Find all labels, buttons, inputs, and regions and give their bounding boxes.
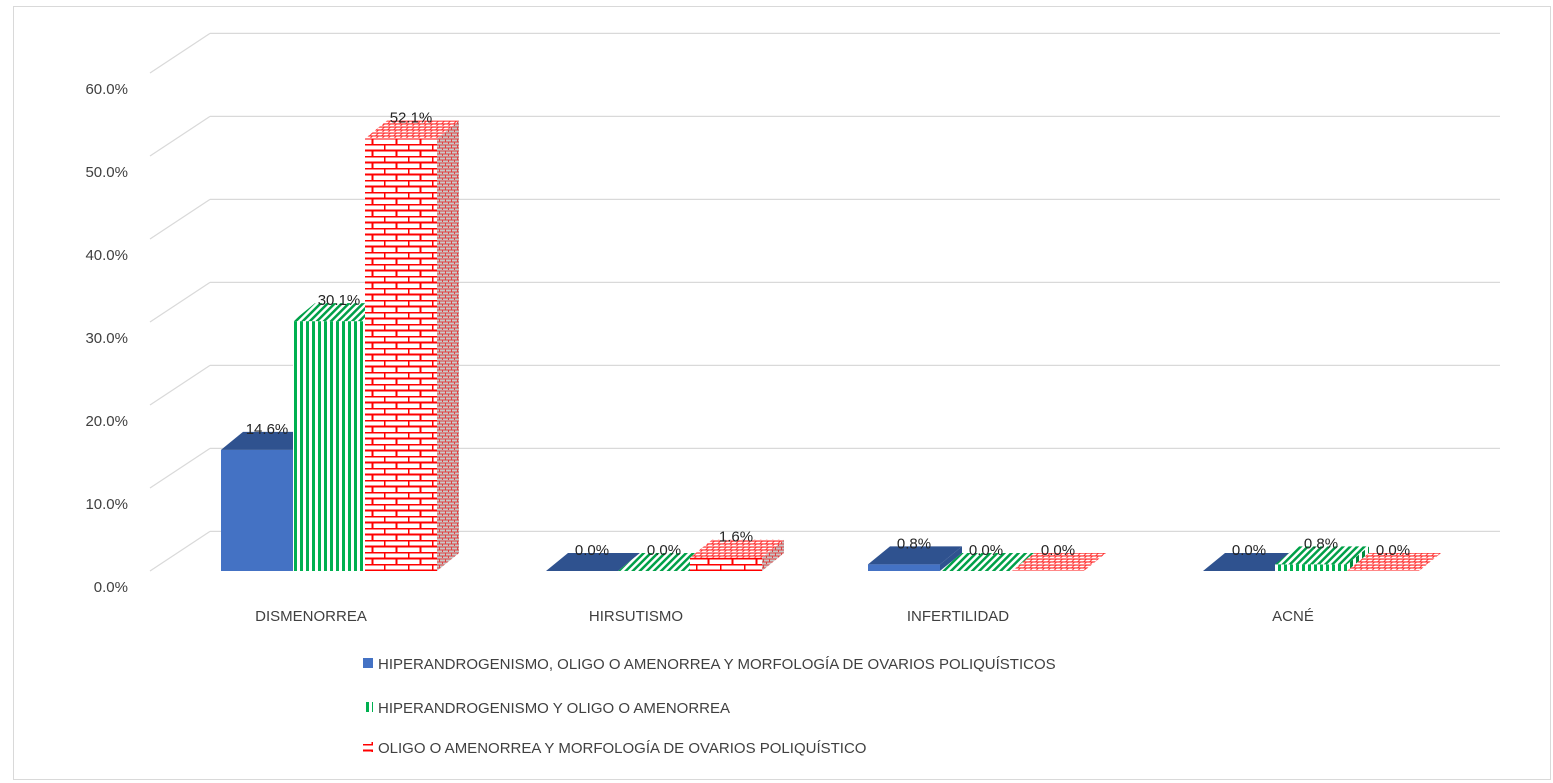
chart-frame bbox=[13, 6, 1551, 780]
bar-side bbox=[940, 546, 962, 571]
data-label: 0.0% bbox=[575, 542, 609, 559]
legend-item: HIPERANDROGENISMO Y OLIGO O AMENORREA bbox=[363, 700, 730, 717]
bars bbox=[221, 120, 1441, 571]
bar bbox=[868, 546, 962, 571]
bar-front bbox=[221, 449, 293, 571]
x-tick-label: HIRSUTISMO bbox=[589, 608, 683, 625]
bar-top bbox=[1012, 553, 1106, 571]
y-tick-label: 40.0% bbox=[85, 247, 128, 264]
data-label: 30.1% bbox=[318, 292, 361, 309]
legend-label: OLIGO O AMENORREA Y MORFOLOGÍA DE OVARIO… bbox=[378, 740, 866, 757]
legend-swatch bbox=[363, 658, 373, 668]
bar-top bbox=[1347, 553, 1441, 571]
legend-label: HIPERANDROGENISMO Y OLIGO O AMENORREA bbox=[378, 700, 730, 717]
bar-top bbox=[221, 431, 315, 450]
data-label: 0.8% bbox=[1304, 535, 1338, 552]
bar-front bbox=[1275, 564, 1347, 571]
bar-front bbox=[293, 321, 365, 571]
bar bbox=[1347, 553, 1441, 571]
bar-front bbox=[868, 564, 940, 571]
bar bbox=[365, 120, 459, 571]
gridline-diagonal bbox=[149, 281, 211, 323]
data-label: 0.8% bbox=[897, 535, 931, 552]
data-label: 0.0% bbox=[647, 542, 681, 559]
bar-top bbox=[940, 553, 1034, 571]
gridline-diagonal bbox=[149, 115, 211, 157]
bar-side bbox=[762, 539, 784, 571]
bar-top bbox=[293, 303, 387, 322]
bar bbox=[1203, 553, 1297, 571]
bar-top bbox=[690, 539, 784, 558]
gridline-diagonal bbox=[149, 530, 211, 572]
gridline-diagonal bbox=[149, 198, 211, 240]
y-axis: 0.0% 10.0% 20.0% 30.0% 40.0% 50.0% 60.0% bbox=[85, 81, 128, 596]
bar bbox=[221, 431, 315, 571]
data-label: 0.0% bbox=[1041, 542, 1075, 559]
gridline-diagonal bbox=[149, 447, 211, 489]
bar-side bbox=[437, 120, 459, 571]
x-tick-label: INFERTILIDAD bbox=[907, 608, 1009, 625]
data-labels: 14.6% 30.1% 52.1% 0.0% 0.0% 1.6% 0.8% 0.0% 0.0% 0… bbox=[246, 110, 1410, 559]
y-tick-label: 50.0% bbox=[85, 164, 128, 181]
bar bbox=[546, 553, 640, 571]
bar bbox=[940, 553, 1034, 571]
legend-swatch bbox=[363, 702, 373, 712]
y-tick-label: 30.0% bbox=[85, 330, 128, 347]
data-label: 14.6% bbox=[246, 421, 289, 438]
gridline-diagonal bbox=[149, 364, 211, 406]
data-label: 0.0% bbox=[1376, 542, 1410, 559]
x-tick-label: ACNÉ bbox=[1272, 608, 1314, 625]
bar-top bbox=[1275, 546, 1369, 565]
legend-item: HIPERANDROGENISMO, OLIGO O AMENORREA Y M… bbox=[363, 656, 1056, 673]
bar bbox=[690, 539, 784, 571]
y-tick-label: 60.0% bbox=[85, 81, 128, 98]
legend: HIPERANDROGENISMO, OLIGO O AMENORREA Y M… bbox=[363, 656, 1056, 757]
bar-top bbox=[1203, 553, 1297, 571]
legend-item: OLIGO O AMENORREA Y MORFOLOGÍA DE OVARIO… bbox=[363, 740, 866, 757]
bar-side bbox=[1347, 546, 1369, 571]
bar-top bbox=[365, 120, 459, 139]
bar-top bbox=[618, 553, 712, 571]
bar-front bbox=[365, 138, 437, 571]
y-tick-label: 10.0% bbox=[85, 496, 128, 513]
bar bbox=[1012, 553, 1106, 571]
legend-label: HIPERANDROGENISMO, OLIGO O AMENORREA Y M… bbox=[378, 656, 1056, 673]
legend-swatch bbox=[363, 742, 373, 752]
data-label: 52.1% bbox=[390, 110, 433, 127]
data-label: 0.0% bbox=[969, 542, 1003, 559]
bar bbox=[1275, 546, 1369, 571]
x-axis: DISMENORREA HIRSUTISMO INFERTILIDAD ACNÉ bbox=[255, 608, 1314, 625]
bar-top bbox=[546, 553, 640, 571]
bar-top bbox=[868, 546, 962, 565]
bar bbox=[618, 553, 712, 571]
y-tick-label: 0.0% bbox=[94, 579, 128, 596]
x-tick-label: DISMENORREA bbox=[255, 608, 367, 625]
gridline-diagonal bbox=[149, 32, 211, 74]
bar-front bbox=[690, 557, 762, 571]
y-tick-label: 20.0% bbox=[85, 413, 128, 430]
data-label: 0.0% bbox=[1232, 542, 1266, 559]
data-label: 1.6% bbox=[719, 529, 753, 546]
